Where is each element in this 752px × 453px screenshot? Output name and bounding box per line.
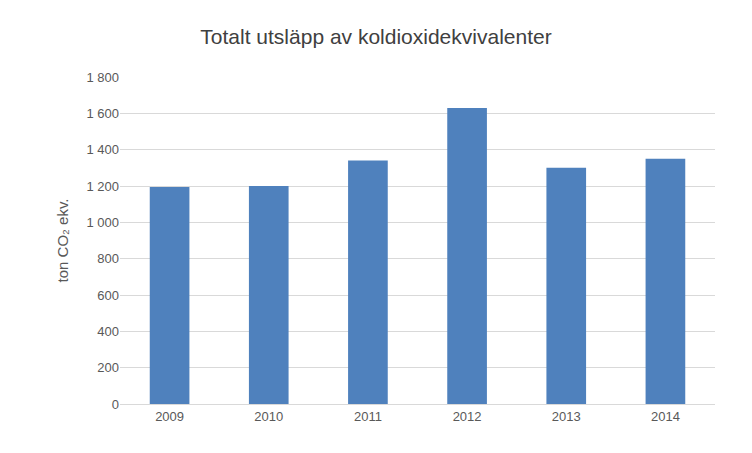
svg-text:Totalt utsläpp av koldioxidekv: Totalt utsläpp av koldioxidekvivalenter (200, 25, 551, 48)
svg-text:2010: 2010 (254, 409, 283, 424)
svg-text:0: 0 (112, 397, 119, 412)
svg-text:2012: 2012 (453, 409, 482, 424)
svg-text:1 800: 1 800 (86, 70, 119, 85)
svg-text:1 200: 1 200 (86, 179, 119, 194)
svg-text:2014: 2014 (651, 409, 680, 424)
svg-text:1 400: 1 400 (86, 142, 119, 157)
svg-text:200: 200 (97, 360, 119, 375)
svg-text:2009: 2009 (155, 409, 184, 424)
svg-text:600: 600 (97, 288, 119, 303)
svg-text:800: 800 (97, 251, 119, 266)
svg-text:2013: 2013 (552, 409, 581, 424)
svg-text:400: 400 (97, 324, 119, 339)
svg-text:ton CO₂ ekv.: ton CO₂ ekv. (54, 199, 71, 283)
svg-text:1 000: 1 000 (86, 215, 119, 230)
svg-text:2011: 2011 (354, 409, 382, 424)
svg-text:1 600: 1 600 (86, 106, 119, 121)
